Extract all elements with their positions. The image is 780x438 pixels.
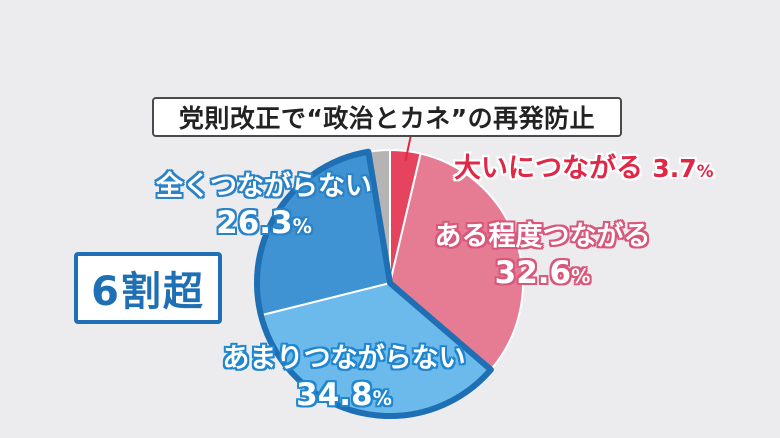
slice-label-2: あまりつながらない 34.8%: [218, 336, 470, 413]
slice-2-name: あまりつながらない: [222, 343, 466, 374]
slice-0-unit: %: [696, 161, 714, 181]
slice-3-value: 26.3: [216, 205, 293, 241]
slice-2-unit: %: [372, 387, 392, 410]
slice-0-value: 3.7: [652, 154, 697, 183]
slice-2-value: 34.8: [296, 377, 373, 413]
chart-title: 党則改正で“政治とカネ”の再発防止: [152, 97, 622, 137]
slice-1-value: 32.6: [494, 255, 572, 291]
pie-slice-1: [388, 152, 524, 372]
slice-1-unit: %: [571, 265, 591, 288]
slice-label-1: ある程度つながる 32.6%: [420, 214, 665, 291]
slice-1-name: ある程度つながる: [434, 221, 651, 252]
slice-label-3: 全くつながらない 26.3%: [150, 164, 378, 241]
share-badge: 6割超: [74, 252, 222, 324]
slice-3-name: 全くつながらない: [156, 171, 372, 202]
highlight-outline: [254, 148, 494, 419]
slice-0-name: 大いにつながる: [454, 153, 643, 184]
slice-label-0: 大いにつながる 3.7%: [454, 146, 713, 185]
slice-3-unit: %: [292, 215, 312, 238]
